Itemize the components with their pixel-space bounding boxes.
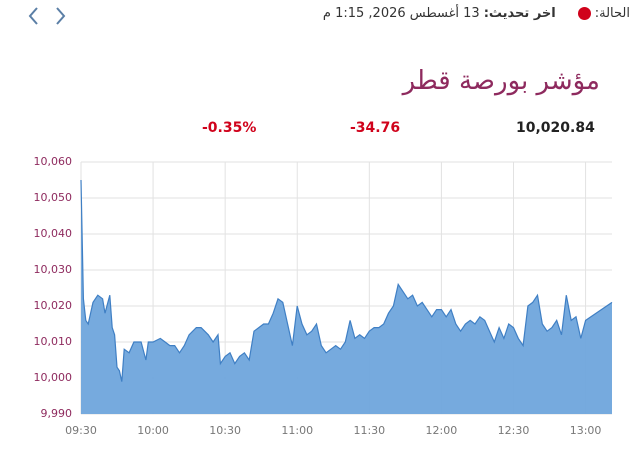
x-tick-label: 12:00 xyxy=(426,424,458,437)
x-tick-label: 09:30 xyxy=(65,424,97,437)
y-tick-label: 10,010 xyxy=(34,335,73,348)
nav-arrows xyxy=(28,7,66,25)
y-tick-label: 10,030 xyxy=(34,263,73,276)
y-tick-label: 9,990 xyxy=(41,407,73,420)
x-tick-label: 12:30 xyxy=(498,424,530,437)
x-tick-label: 11:30 xyxy=(353,424,385,437)
y-tick-label: 10,020 xyxy=(34,299,73,312)
status-bar: الحالة: اخر تحديث: 13 أغسطس 2026, 1:15 م xyxy=(323,6,630,21)
status-label: الحالة: xyxy=(594,6,630,21)
title: مؤشر بورصة قطر xyxy=(402,66,600,96)
update-value: 13 أغسطس 2026, 1:15 م xyxy=(322,6,480,21)
y-tick-label: 10,060 xyxy=(34,155,73,168)
area-line xyxy=(80,179,613,382)
prev-arrow[interactable] xyxy=(28,7,38,25)
area-fill xyxy=(81,180,612,414)
x-tick-label: 10:00 xyxy=(137,424,169,437)
x-tick-label: 10:30 xyxy=(209,424,241,437)
y-tick-label: 10,040 xyxy=(34,227,73,240)
change-pct: -0.35% xyxy=(202,120,257,136)
x-tick-label: 13:00 xyxy=(570,424,602,437)
y-tick-label: 10,050 xyxy=(34,191,73,204)
price: 10,020.84 xyxy=(516,120,595,136)
change: -34.76 xyxy=(350,120,401,136)
y-tick-label: 10,000 xyxy=(34,371,73,384)
next-arrow[interactable] xyxy=(56,7,66,25)
status-dot xyxy=(577,7,591,20)
update-label: اخر تحديث: xyxy=(483,6,556,21)
x-tick-label: 11:00 xyxy=(281,424,313,437)
